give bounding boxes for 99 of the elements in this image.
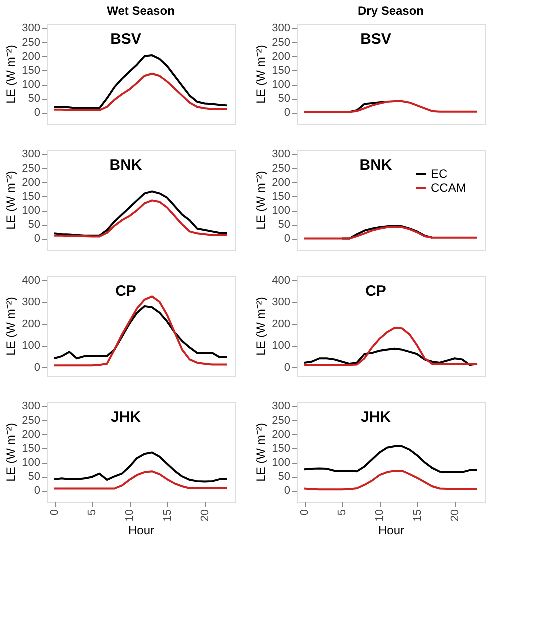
y-tick-label: 0 [34,485,40,498]
y-tick-label: 250 [22,162,40,175]
line-series [54,452,228,483]
x-axis-title: Hour [128,524,155,538]
x-tick-label: 20 [199,510,212,522]
y-tick-label: 0 [284,233,290,246]
line-series [54,190,228,237]
y-tick-label: 200 [22,50,40,63]
annotation: BNK [360,157,392,174]
line-series [54,72,228,112]
x-tick-label: 0 [299,510,312,516]
y-tick-label: 200 [272,50,290,63]
y-tick-label: 300 [22,296,40,309]
y-tick-label: 50 [28,471,40,484]
y-axis-title: LE (W m⁻²) [4,423,18,482]
y-tick-label: 150 [272,190,290,203]
y-tick-label: 300 [272,148,290,161]
annotation: BNK [110,157,142,174]
y-tick-label: 150 [22,442,40,455]
y-tick-label: 150 [272,64,290,77]
x-tick-label: 10 [374,510,386,522]
annotation: CP [366,283,386,300]
y-axis-title: LE (W m⁻²) [4,45,18,104]
y-tick-label: 250 [272,162,290,175]
y-tick-label: 50 [28,93,40,106]
line-series [54,200,228,238]
line-series [54,296,228,367]
y-tick-label: 100 [22,205,40,218]
line-series [54,305,228,360]
y-tick-label: 0 [34,233,40,246]
y-tick-label: 300 [22,22,40,35]
y-axis-title: LE (W m⁻²) [4,171,18,230]
y-tick-label: 200 [22,428,40,441]
line-series [304,226,478,240]
y-tick-label: 300 [272,400,290,413]
annotation: JHK [360,409,392,426]
y-tick-label: 100 [272,205,290,218]
y-tick-label: 150 [22,190,40,203]
y-tick-label: 0 [284,362,290,374]
y-tick-label: 100 [22,340,40,352]
x-axis-title: Hour [378,524,405,538]
annotation: CP [116,283,136,300]
y-tick-label: 200 [272,176,290,189]
annotation: BSV [360,31,392,48]
y-tick-label: 100 [272,340,290,352]
y-tick-label: 300 [272,296,290,309]
y-tick-label: 0 [34,362,40,374]
y-tick-label: 0 [34,107,40,120]
y-tick-label: 400 [22,274,40,287]
y-tick-label: 300 [272,22,290,35]
x-tick-label: 10 [124,510,136,522]
line-series [304,446,478,474]
y-tick-label: 250 [272,414,290,427]
line-series [54,470,228,490]
x-tick-label: 5 [336,510,349,516]
annotation: BSV [110,31,142,48]
y-tick-label: 50 [28,219,40,232]
y-tick-label: 100 [22,79,40,92]
y-tick-label: 300 [22,400,40,413]
chart-title: Dry Season [358,4,424,18]
y-tick-label: 200 [272,428,290,441]
annotation: JHK [110,409,142,426]
y-tick-label: 200 [272,318,290,330]
y-tick-label: 200 [22,176,40,189]
y-axis-title: LE (W m⁻²) [4,297,18,356]
y-axis-title: LE (W m⁻²) [254,423,268,482]
y-tick-label: 250 [272,36,290,49]
y-tick-label: 50 [278,93,290,106]
line-series [348,101,388,114]
legend-label: CCAM [431,181,466,195]
y-axis-title: LE (W m⁻²) [254,171,268,230]
y-tick-label: 250 [22,36,40,49]
y-tick-label: 50 [278,219,290,232]
y-tick-label: 150 [22,64,40,77]
y-axis-title: LE (W m⁻²) [254,297,268,356]
line-series [304,327,478,366]
y-tick-label: 100 [272,457,290,470]
chart-title: Wet Season [107,4,175,18]
y-tick-label: 0 [284,485,290,498]
y-tick-label: 100 [22,457,40,470]
x-tick-label: 15 [162,510,174,522]
line-series [304,470,478,491]
y-tick-label: 150 [272,442,290,455]
y-tick-label: 200 [22,318,40,330]
y-tick-label: 400 [272,274,290,287]
legend-label: EC [431,167,448,181]
line-series [304,348,478,366]
x-tick-label: 15 [412,510,424,522]
y-tick-label: 300 [22,148,40,161]
line-series [54,54,228,110]
y-tick-label: 50 [278,471,290,484]
y-tick-label: 250 [22,414,40,427]
line-series [304,100,478,114]
y-axis-title: LE (W m⁻²) [254,45,268,104]
y-tick-label: 0 [284,107,290,120]
x-tick-label: 0 [49,510,62,516]
x-tick-label: 5 [86,510,99,516]
y-tick-label: 100 [272,79,290,92]
x-tick-label: 20 [449,510,462,522]
